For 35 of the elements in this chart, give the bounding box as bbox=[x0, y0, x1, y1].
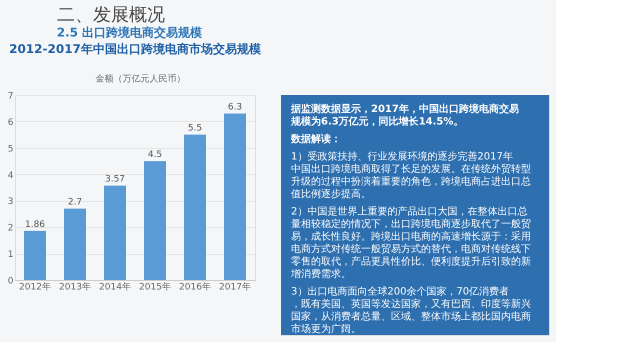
data-label: 4.5 bbox=[148, 150, 162, 160]
text: 2）中国是世界上重要的产品出口大国，在整体出口总量相较稳定的情况下，出口跨境电商逐步取代了一般贸易，成长性良好。跨境出口电商的高速增长源于：采用电商方式对传统一般贸易方式的替代，电商对传统线下零售的取代，产品更具性价比、便利度提升后引致的新增消费需求。 bbox=[290, 206, 531, 280]
text: 据监测数据显示，2017年，中国出口跨境电商交易规模为6.3万亿元，同比增长14.5%。 bbox=[290, 103, 519, 128]
y-tick-label: 1 bbox=[8, 250, 14, 260]
text: 数据解读： bbox=[290, 133, 341, 145]
text: 1）受政策扶持、行业发展环境的逐步完善2017年中国出口跨境电商取得了长足的发展。在传统外贸转型升级的过程中扮演着重要的角色，跨境电商占进出口总值比例逐步提高。 bbox=[291, 150, 531, 200]
text: 2012-2017年中国出口跨境电商市场交易规模 bbox=[9, 42, 261, 56]
data-label: 3.57 bbox=[104, 174, 126, 185]
data-label: 2.7 bbox=[68, 198, 82, 208]
x-tick-label: 2012年 bbox=[19, 282, 51, 292]
x-tick-label: 2013年 bbox=[59, 282, 91, 292]
bar bbox=[224, 114, 246, 280]
text: 3）出口电商面向全球200余个国家，70亿消费者，既有美国、英国等发达国家，又有巴西、印度等新兴国家，从消费者总量、区域、整体市场上都比国内电商市场更为广阔。 bbox=[291, 286, 531, 335]
y-tick-label: 2 bbox=[8, 224, 14, 234]
x-tick-label: 2016年 bbox=[179, 282, 211, 292]
y-tick-label: 3 bbox=[8, 197, 14, 208]
y-tick-label: 0 bbox=[8, 276, 14, 286]
bar bbox=[144, 161, 166, 280]
data-label: 6.3 bbox=[228, 102, 242, 112]
data-label: 1.86 bbox=[24, 220, 46, 230]
y-axis-title: 金额（万亿元人民币） bbox=[96, 74, 186, 84]
y-tick-label: 5 bbox=[8, 144, 14, 154]
y-tick-label: 6 bbox=[8, 118, 14, 128]
y-tick-label: 7 bbox=[8, 92, 14, 102]
data-label: 5.5 bbox=[188, 124, 202, 134]
y-tick-label: 4 bbox=[8, 170, 14, 181]
chart-subtitle: 2.5 出口跨境电商交易规模 bbox=[56, 26, 202, 40]
bar bbox=[64, 208, 86, 280]
x-tick-label: 2015年 bbox=[139, 282, 171, 292]
x-tick-label: 2014年 bbox=[99, 282, 131, 292]
bar bbox=[184, 134, 206, 280]
bar bbox=[104, 186, 126, 280]
chart-title: 二、发展概况 bbox=[56, 4, 165, 26]
x-tick-label: 2017年 bbox=[219, 282, 251, 292]
bar bbox=[24, 230, 46, 280]
